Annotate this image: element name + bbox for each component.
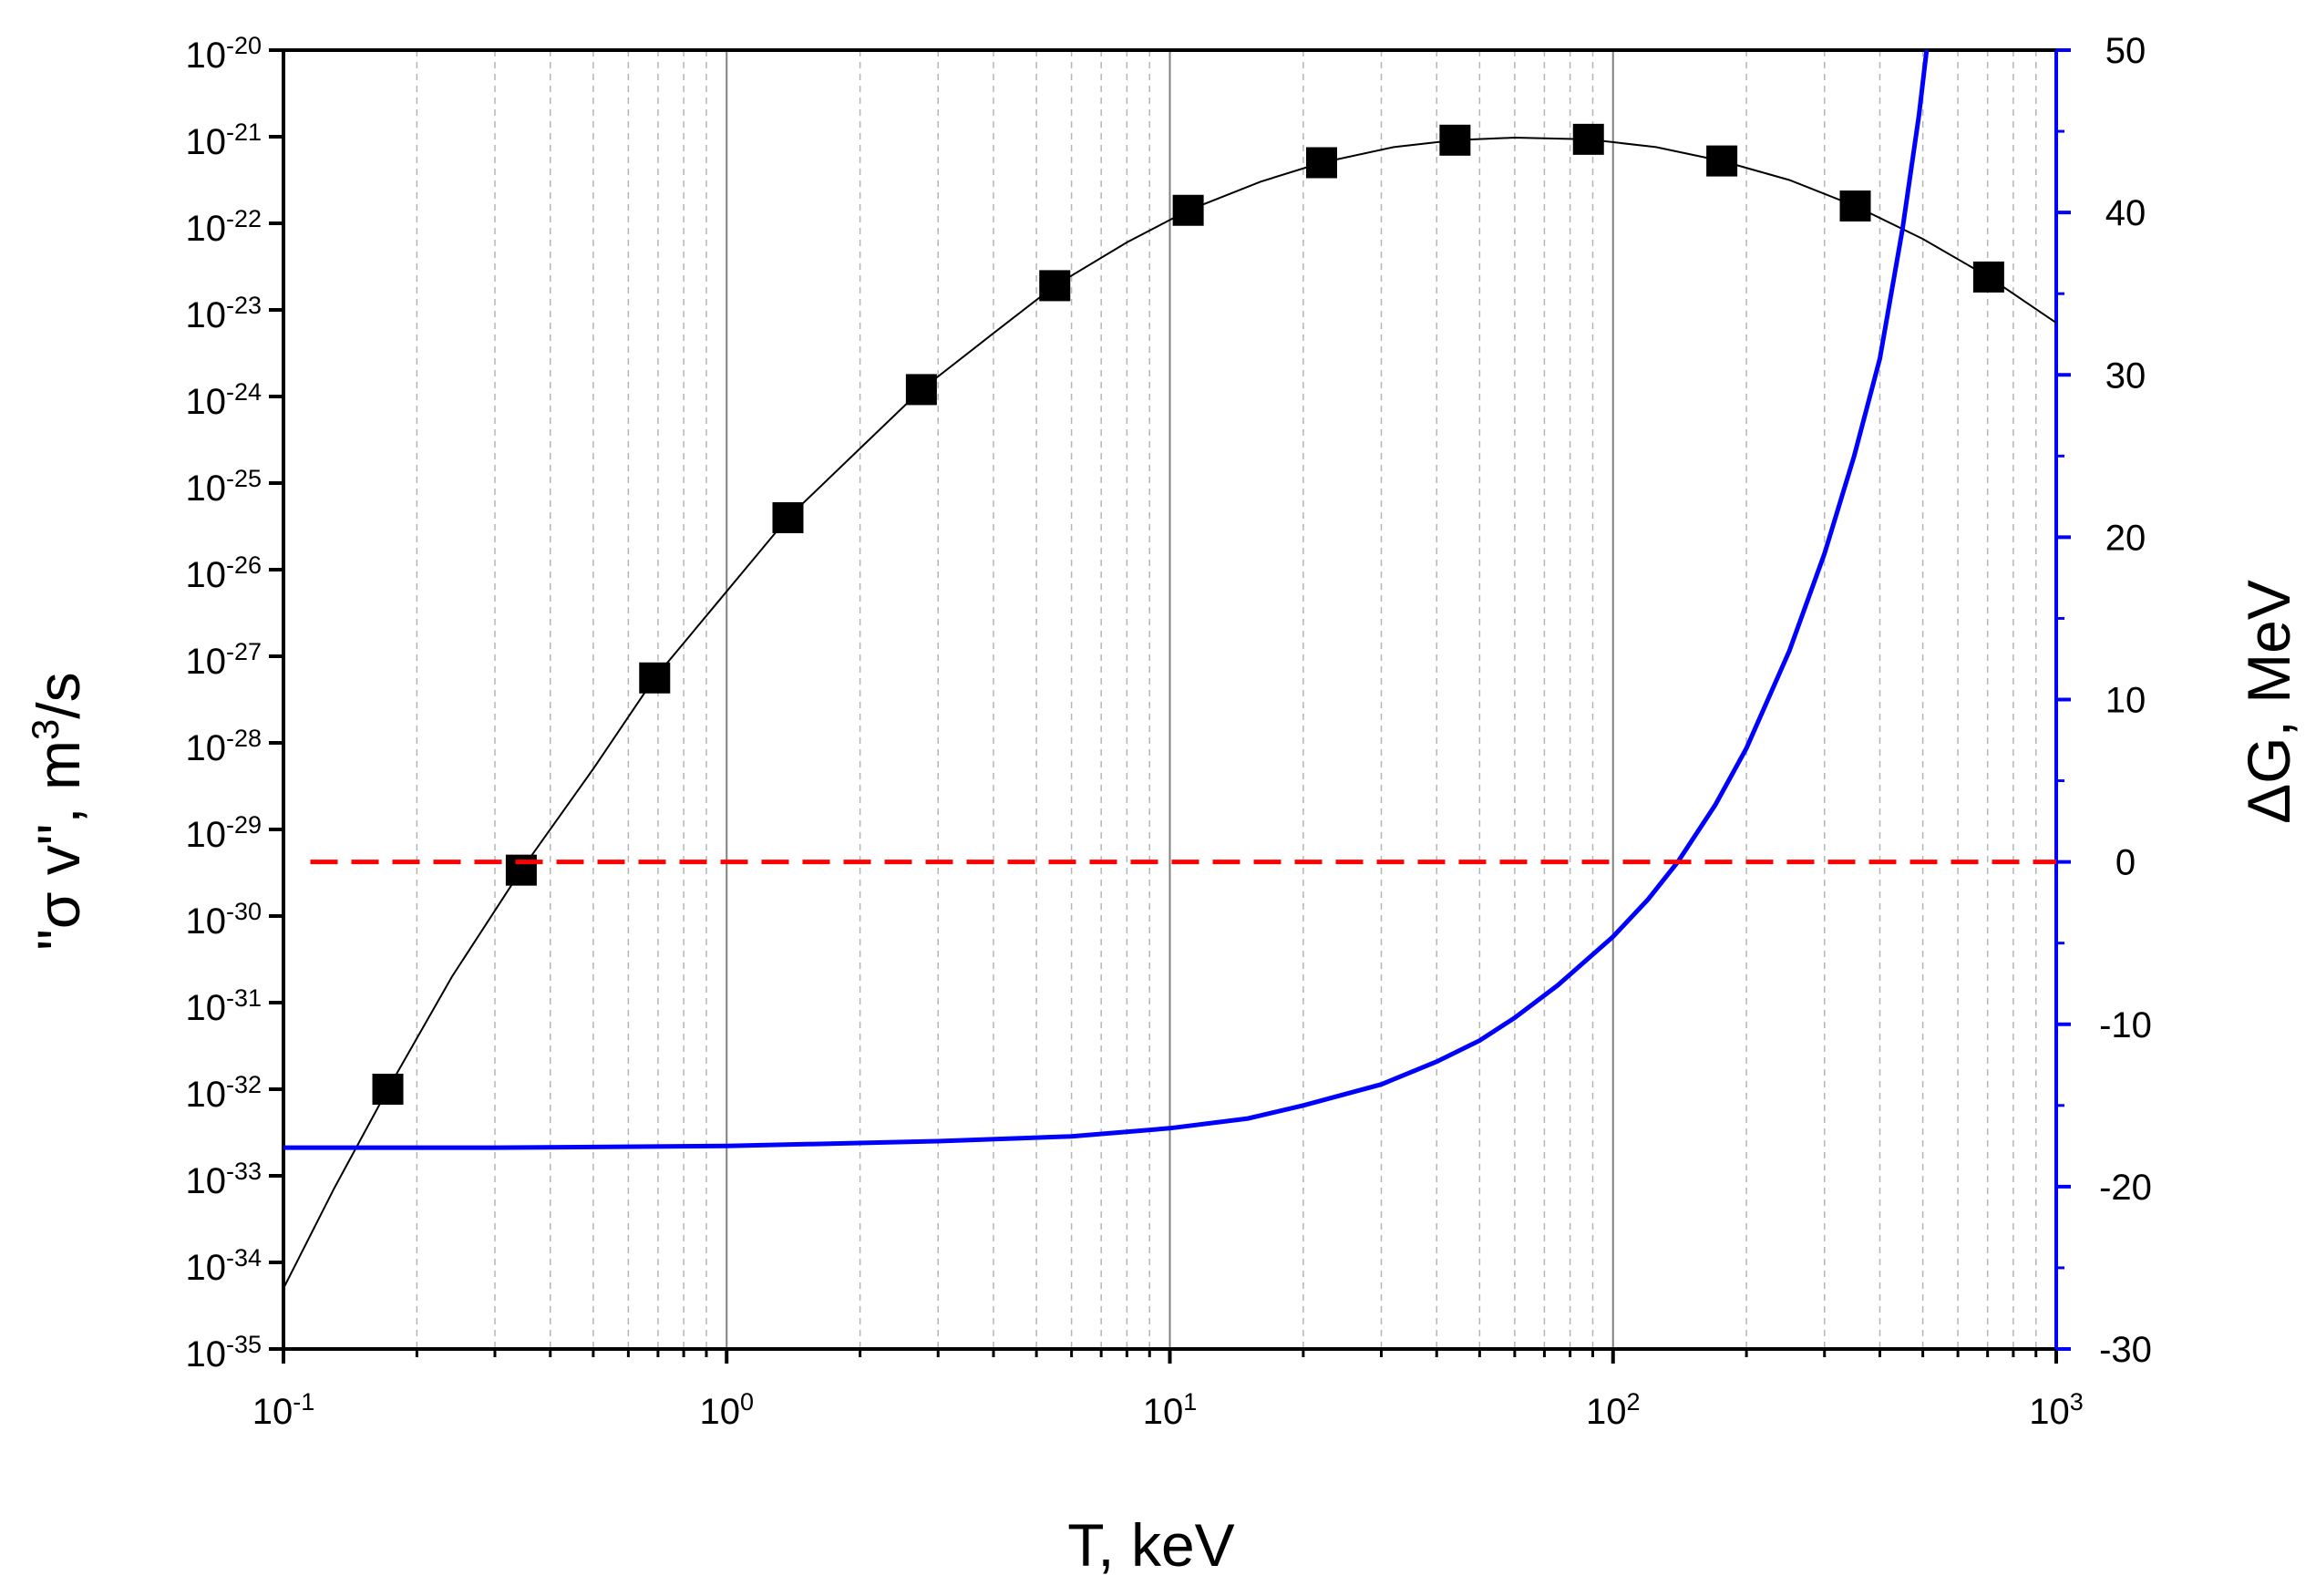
x-axis-title: T, keV [1067, 1511, 1234, 1579]
y-left-tick-label: 10-34 [185, 1244, 262, 1288]
y-axis-left-title-post: /s [25, 672, 92, 718]
y-right-tick-label: 10 [2105, 681, 2146, 721]
reactivity-marker [905, 374, 937, 406]
y-right-tick-label: 30 [2105, 355, 2146, 396]
y-left-tick-label: 10-33 [185, 1158, 262, 1201]
reactivity-marker [1706, 145, 1738, 177]
y-left-tick-label: 10-22 [185, 205, 262, 249]
y-left-tick-label: 10-24 [185, 378, 262, 422]
y-left-tick-label: 10-35 [185, 1331, 262, 1375]
y-right-tick-label: -10 [2099, 1005, 2152, 1045]
reactivity-curve [283, 136, 2056, 1289]
y-left-tick-label: 10-25 [185, 465, 262, 509]
x-tick-label: 103 [2029, 1388, 2084, 1432]
x-tick-label: 102 [1586, 1388, 1641, 1432]
y-left-tick-label: 10-20 [185, 32, 262, 76]
y-left-tick-label: 10-23 [185, 292, 262, 335]
y-left-tick-label: 10-26 [185, 551, 262, 595]
reactivity-marker [1306, 147, 1338, 179]
reactivity-marker [1172, 194, 1204, 226]
series [283, 50, 2056, 1289]
axis-ticks: 10-1 100 101 102 10310-2010-2110-2210-2310-2… [185, 31, 2151, 1432]
y-left-tick-label: 10-32 [185, 1071, 262, 1115]
y-right-tick-label: -30 [2099, 1330, 2152, 1370]
reactivity-marker [1972, 261, 2004, 293]
y-left-tick-label: 10-31 [185, 984, 262, 1028]
reactivity-marker [505, 854, 537, 886]
reactivity-marker [639, 662, 671, 694]
reactivity-marker [1439, 124, 1471, 156]
reactivity-marker [772, 502, 804, 533]
reactivity-marker [1039, 270, 1071, 302]
y-right-tick-label: 20 [2105, 518, 2146, 558]
y-left-tick-label: 10-30 [185, 898, 262, 942]
y-axis-left-title-pre: "σ v", m [25, 740, 92, 951]
y-right-tick-label: 0 [2115, 843, 2136, 883]
y-right-tick-label: 50 [2105, 31, 2146, 71]
y-left-tick-label: 10-21 [185, 118, 262, 162]
delta-g-curve [283, 50, 1930, 1150]
y-axis-left-title-sup: 3 [24, 719, 67, 740]
x-tick-label: 10-1 [252, 1388, 315, 1432]
y-axis-left-title: "σ v", m3/s [24, 672, 93, 950]
reactivity-marker [1572, 123, 1604, 155]
y-right-tick-label: -20 [2099, 1168, 2152, 1208]
x-tick-label: 101 [1143, 1388, 1198, 1432]
y-left-tick-label: 10-28 [185, 725, 262, 768]
y-axis-right-title: ΔG, MeV [2235, 580, 2302, 824]
x-tick-label: 100 [699, 1388, 754, 1432]
grid [416, 50, 2037, 1349]
reactivity-marker [1839, 190, 1871, 221]
y-left-tick-label: 10-29 [185, 811, 262, 855]
y-right-tick-label: 40 [2105, 193, 2146, 233]
y-left-tick-label: 10-27 [185, 638, 262, 682]
reactivity-marker [372, 1074, 404, 1105]
